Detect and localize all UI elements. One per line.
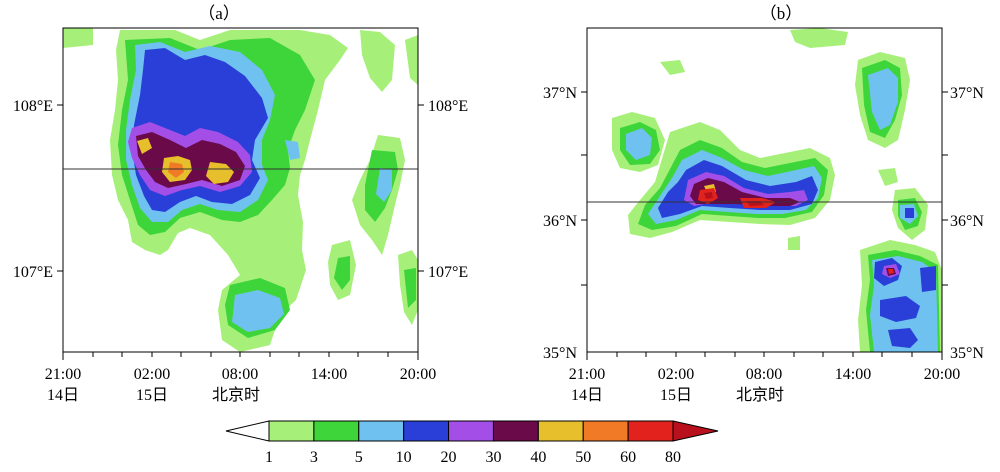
colorbar-label: 1: [265, 449, 273, 466]
contour-level-10: [658, 160, 936, 348]
panel-a-xtick-sublabel: 14日: [47, 387, 79, 404]
panel-b-x-unit: 北京时: [736, 386, 784, 404]
panel-b-ytick-label-right: 35°N: [950, 345, 984, 362]
panel-b-field: [612, 28, 942, 352]
panel-b-label: （b）: [760, 4, 803, 23]
panel-b-xtick-sublabel: 15日: [660, 387, 692, 404]
panel-b-ytick-label-right: 37°N: [950, 85, 984, 102]
panel-a-xtick-sublabel: 15日: [136, 387, 168, 404]
colorbar-label: 50: [575, 449, 591, 466]
colorbar-box-5: [358, 420, 405, 442]
colorbar-box-60: [627, 420, 674, 442]
colorbar-box-10: [403, 420, 450, 442]
panel-a-ticks: [57, 104, 424, 360]
colorbar-label: 30: [485, 449, 501, 466]
panel-b-ytick-label-left: 37°N: [543, 85, 577, 102]
colorbar-box-40: [537, 420, 584, 442]
panel-a-ytick-label-right: 107°E: [428, 264, 468, 281]
panel-a-ytick-label-left: 108°E: [13, 98, 53, 115]
panel-a-field: [63, 28, 418, 352]
panel-a-xtick-label: 08:00: [222, 366, 258, 383]
panel-b: （b）: [543, 4, 984, 404]
panel-b-xtick-label: 21:00: [569, 366, 605, 383]
colorbar-label: 80: [665, 449, 681, 466]
colorbar-box-20: [448, 420, 494, 442]
panel-a-xtick-label: 14:00: [311, 366, 347, 383]
panel-b-xtick-label: 02:00: [658, 366, 694, 383]
panel-b-xtick-label: 14:00: [835, 366, 871, 383]
panel-a-ytick-label-right: 108°E: [428, 98, 468, 115]
colorbar-high-arrow: [672, 420, 719, 442]
panel-a-label: （a）: [198, 4, 240, 23]
panel-b-xtick-label: 08:00: [746, 366, 782, 383]
panel-a-xtick-label: 02:00: [134, 366, 170, 383]
panel-b-ytick-label-left: 36°N: [543, 213, 577, 230]
panel-a-plot: 21:00 02:00 08:00 14:00 20:00 14日 15日 北京…: [13, 27, 468, 404]
panel-b-xtick-label: 20:00: [924, 366, 960, 383]
panel-b-ticks: [581, 91, 948, 360]
contour-level-40: [137, 138, 234, 184]
colorbar-box-50: [582, 420, 629, 442]
colorbar-label: 60: [620, 449, 636, 466]
panel-b-xtick-sublabel: 14日: [571, 387, 603, 404]
colorbar-box-3: [313, 420, 360, 442]
colorbar-label: 20: [441, 449, 457, 466]
colorbar-label: 3: [310, 449, 318, 466]
panel-a-x-unit: 北京时: [212, 386, 260, 404]
colorbar-label: 10: [396, 449, 412, 466]
panel-a-xtick-label: 21:00: [45, 366, 81, 383]
contour-level-50: [168, 162, 184, 178]
panel-b-ytick-label-right: 36°N: [950, 213, 984, 230]
panel-a-xtick-label: 20:00: [400, 366, 436, 383]
panel-b-plot: 21:00 02:00 08:00 14:00 20:00 14日 15日 北京…: [543, 27, 984, 404]
colorbar: 1 3 5 10 20 30 40 50 60 80: [225, 420, 719, 466]
panel-a: （a）: [13, 4, 468, 404]
panel-a-ytick-label-left: 107°E: [13, 264, 53, 281]
colorbar-label: 5: [355, 449, 363, 466]
colorbar-low-arrow: [225, 420, 270, 442]
colorbar-box-1: [268, 420, 315, 442]
colorbar-box-30: [492, 420, 539, 442]
colorbar-label: 40: [530, 449, 546, 466]
panel-b-ytick-label-left: 35°N: [543, 345, 577, 362]
